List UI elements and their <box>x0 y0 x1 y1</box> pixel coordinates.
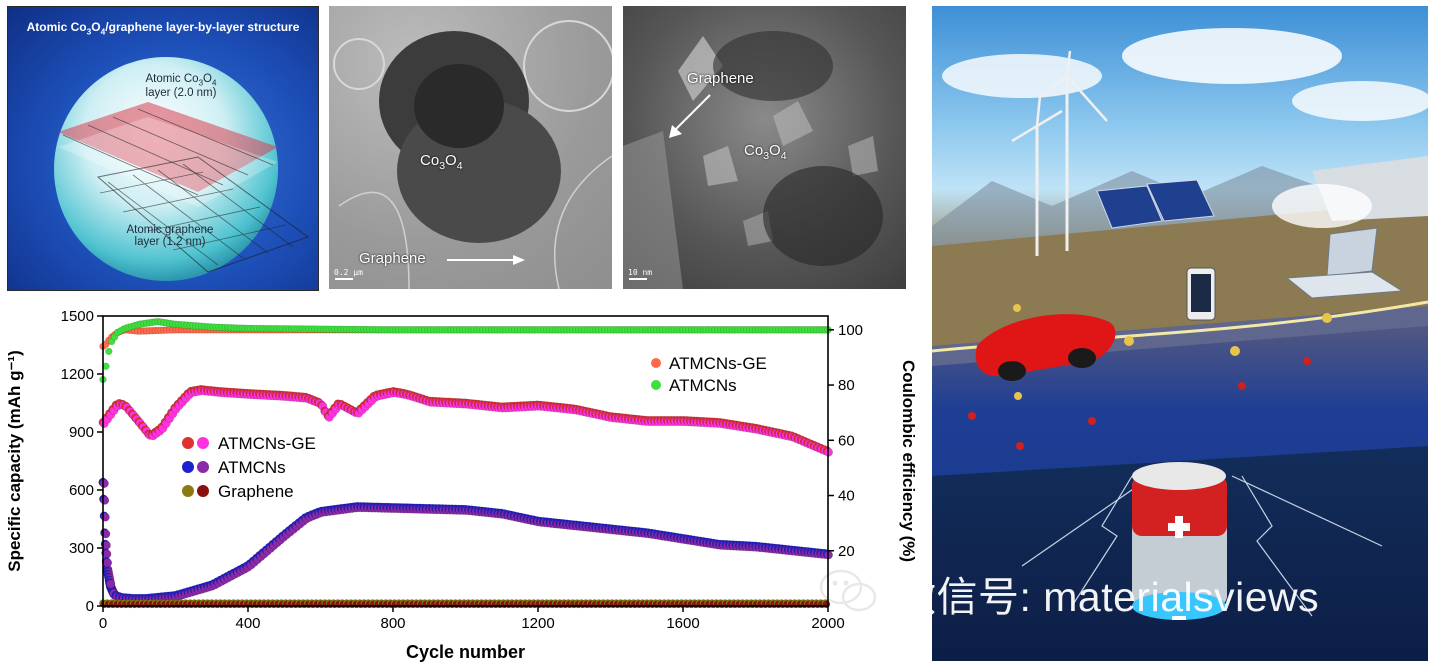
series-atmcns-ge-left <box>98 385 833 457</box>
y-left-tick-label: 900 <box>69 424 94 441</box>
schematic-title: Atomic Co3O4/graphene layer-by-layer str… <box>26 20 300 37</box>
plot-frame <box>102 315 829 607</box>
tem-image-low-mag: Co3O4 Graphene 0.2 μm <box>329 6 612 289</box>
energy-storage-illustration <box>932 6 1428 661</box>
legend-label: ATMCNs <box>669 376 737 395</box>
x-tick-label: 2000 <box>811 615 844 632</box>
tem1-scale-bar <box>335 278 353 280</box>
graphene-layer-label: Atomic graphene layer (1.2 nm) <box>126 224 214 248</box>
data-point <box>103 558 112 568</box>
axes: 0 400 800 1200 1600 2000 0 300 600 900 1200 1500 20 4… <box>61 308 863 632</box>
x-tick-label: 800 <box>380 615 405 632</box>
tem1-scale-label: 0.2 μm <box>334 268 363 277</box>
legend-swatch <box>197 437 209 449</box>
legend-swatch <box>197 485 209 497</box>
series-atmcns-right <box>99 317 832 384</box>
tem1-graphene-arrow <box>447 255 525 265</box>
y-right-tick-label: 40 <box>838 488 855 505</box>
legend-swatch <box>182 485 194 497</box>
y-right-tick-label: 20 <box>838 543 855 560</box>
data-point <box>102 549 112 559</box>
tem2-graphene-label: Graphene <box>687 70 754 87</box>
y-left-tick-label: 600 <box>69 482 94 499</box>
wechat-icon <box>819 569 877 612</box>
y-left-tick-label: 0 <box>86 598 94 615</box>
x-tick-label: 1200 <box>521 615 554 632</box>
x-tick-label: 400 <box>235 615 260 632</box>
legend-swatch <box>651 358 661 368</box>
tem-image-high-mag: Graphene Co3O4 10 nm <box>623 6 906 289</box>
y-left-tick-label: 300 <box>69 540 94 557</box>
y-left-tick-label: 1500 <box>61 308 94 325</box>
co3o4-layer-label: Atomic Co3O4 layer (2.0 nm) <box>145 73 217 100</box>
series-atmcns-left <box>98 477 833 604</box>
y-axis-right-label: Coulombic efficiency (%) <box>899 360 918 562</box>
y-right-tick-label: 80 <box>838 377 855 394</box>
tem2-scale-bar <box>629 278 647 280</box>
y-left-tick-label: 1200 <box>61 366 94 383</box>
y-axis-left-label: Specific capacity (mAh g⁻¹) <box>5 350 24 572</box>
data-point <box>105 347 113 356</box>
legend-swatch <box>197 461 209 473</box>
legend-label: Graphene <box>218 482 294 501</box>
y-right-tick-label: 100 <box>838 322 863 339</box>
legend-label: ATMCNs <box>218 458 286 477</box>
x-tick-label: 0 <box>99 615 107 632</box>
tem2-scale-label: 10 nm <box>628 268 653 277</box>
cycling-performance-chart: 0 400 800 1200 1600 2000 0 300 600 900 1200 1500 20 4… <box>5 308 918 662</box>
tem2-co3o4-label: Co3O4 <box>744 142 787 162</box>
x-tick-label: 1600 <box>666 615 699 632</box>
tem-lattice-image <box>623 31 883 289</box>
x-axis-label: Cycle number <box>406 642 525 662</box>
legend-swatch <box>182 437 194 449</box>
tem1-co3o4-label: Co3O4 <box>420 152 463 172</box>
legend-swatch <box>651 380 661 390</box>
tem2-graphene-arrow <box>669 94 711 138</box>
data-point <box>106 579 116 589</box>
data-point <box>100 495 110 505</box>
legend-capacity: ATMCNs-GE ATMCNs Graphene <box>182 434 316 501</box>
watermark-text: 微信号: materialsviews <box>895 574 1320 620</box>
legend-label: ATMCNs-GE <box>218 434 316 453</box>
data-point <box>99 479 109 488</box>
data-point <box>822 600 831 609</box>
legend-label: ATMCNs-GE <box>669 354 767 373</box>
tem1-graphene-label: Graphene <box>359 250 426 267</box>
schematic-panel: Atomic Co3O4/graphene layer-by-layer str… <box>7 6 319 291</box>
schematic-illustration <box>54 57 310 281</box>
tem-particle-image <box>333 20 612 289</box>
legend-efficiency: ATMCNs-GE ATMCNs <box>651 354 767 395</box>
y-right-tick-label: 60 <box>838 432 855 449</box>
illustration-artwork <box>932 28 1428 620</box>
legend-swatch <box>182 461 194 473</box>
